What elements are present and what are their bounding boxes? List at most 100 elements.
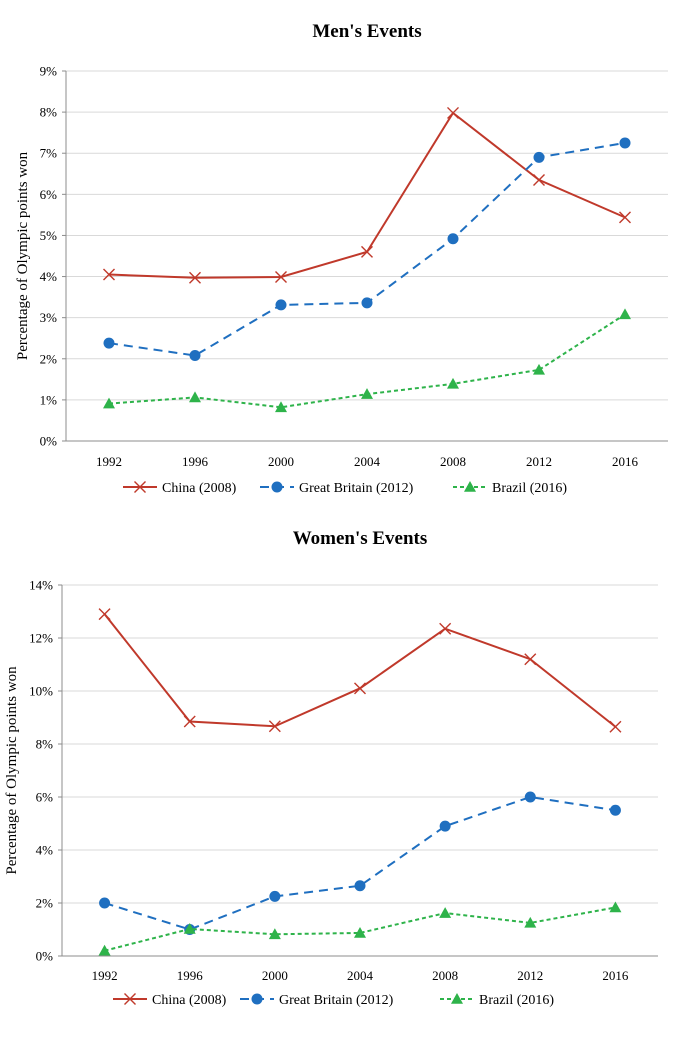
women-great-britain-2012-point <box>269 890 281 902</box>
women-china-2008-point-stroke-b <box>354 682 366 695</box>
women-x-axis: 1992 1996 2000 2004 2008 2012 2016 <box>92 968 629 983</box>
women-x-tick-label: 1996 <box>177 968 204 983</box>
men-china-2008-point <box>275 270 287 283</box>
men-y-tick-label: 4% <box>40 269 58 284</box>
women-y-tick-label: 2% <box>36 896 54 911</box>
men-brazil-2016-point <box>189 391 201 403</box>
men-china-2008-point <box>189 271 201 284</box>
women-y-tick-label: 12% <box>29 631 53 646</box>
women-legend-marker <box>251 993 263 1005</box>
women-great-britain-2012-point <box>524 791 536 803</box>
women-great-britain-2012-point <box>439 820 451 832</box>
women-china-2008-point <box>98 608 111 621</box>
men-legend-great-britain-2012: Great Britain (2012) <box>260 481 414 496</box>
men-great-britain-2012-point <box>275 299 287 311</box>
men-brazil-2016-point <box>619 308 631 320</box>
men-y-tick-label: 1% <box>40 392 58 407</box>
women-y-tick-label: 14% <box>29 578 53 593</box>
women-china-2008-point <box>183 715 196 728</box>
women-china-2008-point <box>609 720 622 733</box>
men-legend-marker <box>271 481 283 493</box>
men-y-axis-label: Percentage of Olympic points won <box>15 151 31 360</box>
men-china-2008-point-stroke-b <box>275 270 287 283</box>
women-legend-marker <box>451 993 463 1004</box>
women-brazil-2016-point <box>183 922 196 934</box>
women-x-tick-label: 2012 <box>517 968 543 983</box>
men-brazil-2016-point <box>447 377 459 389</box>
men-x-tick-label: 2008 <box>440 454 466 469</box>
women-x-tick-label: 2008 <box>432 968 458 983</box>
women-series-brazil-2016 <box>98 901 622 956</box>
men-china-2008-point <box>361 245 373 258</box>
women-y-axis: 0% 2% 4% 6% 8% 10% 12% 14% <box>29 578 658 964</box>
men-brazil-2016-point <box>361 388 373 399</box>
men-series-brazil-2016 <box>103 308 631 413</box>
men-legend-marker <box>464 481 476 492</box>
men-y-tick-label: 8% <box>40 105 58 120</box>
women-legend-marker <box>124 993 136 1005</box>
women-china-2008-point <box>354 682 366 695</box>
men-great-britain-2012-point <box>619 137 631 149</box>
men-great-britain-2012-point <box>361 297 373 309</box>
women-china-2008-point-stroke-b <box>609 720 622 733</box>
women-y-tick-label: 4% <box>36 843 54 858</box>
women-legend-brazil-2016: Brazil (2016) <box>440 993 554 1008</box>
women-china-2008-point <box>524 653 537 666</box>
men-y-tick-label: 2% <box>40 351 58 366</box>
women-legend-great-britain-2012: Great Britain (2012) <box>240 993 394 1008</box>
men-legend-brazil-2016: Brazil (2016) <box>453 481 567 496</box>
women-legend-marker-stroke-b <box>124 993 136 1005</box>
women-chart-title: Women's Events <box>293 528 428 549</box>
men-china-2008-point-stroke-b <box>189 271 201 284</box>
women-brazil-2016-point <box>268 928 281 940</box>
men-china-2008-point-stroke-b <box>361 245 373 258</box>
women-china-2008-point-stroke-b <box>98 608 111 621</box>
women-china-2008-point-stroke-b <box>439 622 452 635</box>
women-y-tick-label: 10% <box>29 684 53 699</box>
men-y-tick-label: 3% <box>40 310 58 325</box>
men-great-britain-2012-point <box>447 233 459 245</box>
men-china-2008-point-stroke-b <box>619 211 631 224</box>
men-brazil-2016-point <box>533 363 545 375</box>
men-y-tick-label: 7% <box>40 146 58 161</box>
men-legend-china-2008: China (2008) <box>123 481 237 496</box>
men-y-tick-label: 5% <box>40 228 58 243</box>
women-y-tick-label: 0% <box>36 949 54 964</box>
women-series-china-2008 <box>98 608 622 733</box>
men-great-britain-2012-point <box>189 349 201 361</box>
women-legend-china-2008: China (2008) <box>113 993 227 1008</box>
men-events-chart: Men's Events 0% 1% 2% 3% 4% 5% 6% 7% 8% 9% 1992 1996… <box>15 21 668 496</box>
women-x-tick-label: 2000 <box>262 968 288 983</box>
men-legend-label: China (2008) <box>162 481 237 496</box>
women-great-britain-2012-point <box>609 804 621 816</box>
women-brazil-2016-point <box>354 926 366 938</box>
men-legend-label: Brazil (2016) <box>492 481 567 496</box>
men-legend-label: Great Britain (2012) <box>299 481 414 496</box>
men-series-china-2008 <box>103 106 631 284</box>
women-china-2008-line <box>103 613 617 728</box>
women-legend-label: Brazil (2016) <box>479 993 554 1008</box>
men-x-tick-label: 2012 <box>526 454 552 469</box>
men-legend-marker <box>134 481 146 493</box>
men-great-britain-2012-point <box>103 337 115 349</box>
women-series-great-britain-2012 <box>99 791 621 935</box>
women-great-britain-2012-line <box>104 795 616 931</box>
women-y-tick-label: 8% <box>36 737 54 752</box>
men-brazil-2016-point <box>103 397 115 409</box>
men-chart-title: Men's Events <box>312 21 421 42</box>
men-x-axis: 1992 1996 2000 2004 2008 2012 2016 <box>96 454 639 469</box>
men-x-tick-label: 2004 <box>354 454 381 469</box>
men-china-2008-point <box>103 268 115 281</box>
women-china-2008-point <box>268 720 281 733</box>
men-china-2008-point <box>619 211 631 224</box>
men-brazil-2016-point <box>275 401 287 413</box>
men-great-britain-2012-point <box>533 151 545 163</box>
men-china-2008-point-stroke-b <box>103 268 115 281</box>
women-y-tick-label: 6% <box>36 790 54 805</box>
men-china-2008-point-stroke-b <box>447 106 459 119</box>
men-y-tick-label: 6% <box>40 187 58 202</box>
men-x-tick-label: 1992 <box>96 454 122 469</box>
women-y-axis-label: Percentage of Olympic points won <box>4 666 20 875</box>
